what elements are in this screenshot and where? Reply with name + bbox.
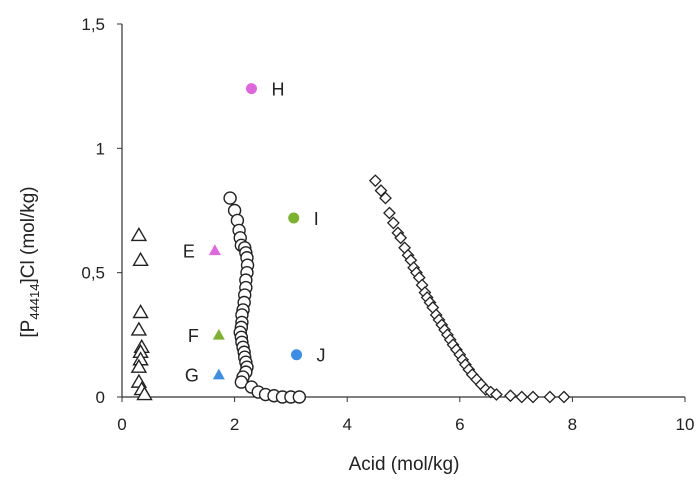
filled-triangle-marker (212, 368, 225, 380)
triangle-marker (132, 251, 149, 266)
point-label: G (185, 366, 199, 386)
diamond-marker (383, 206, 396, 220)
x-tick-label: 4 (342, 415, 351, 434)
x-tick-label: 6 (455, 415, 464, 434)
y-axis-title-main: [P (18, 320, 39, 338)
data-marks (130, 83, 571, 404)
y-tick-label: 0,5 (81, 264, 105, 283)
diamond-marker (515, 390, 529, 404)
x-tick-label: 0 (117, 415, 126, 434)
point-labels: E FG H I J (183, 80, 326, 386)
diamond-marker (374, 184, 388, 198)
diamond-marker (504, 389, 517, 403)
point-label: J (317, 346, 326, 366)
axes: 0 2 4 6 8 10 0 0,5 1 1,5 (81, 15, 694, 434)
x-tick-label: 10 (676, 415, 695, 434)
triangle-marker (130, 358, 148, 373)
filled-circle-marker (245, 83, 257, 95)
triangle-marker (136, 386, 153, 401)
point-label: I (314, 209, 319, 229)
triangle-marker (132, 304, 149, 319)
filled-circle-marker (288, 212, 300, 224)
circle-marker (292, 390, 307, 404)
diamond-marker (489, 388, 503, 401)
y-axis-title: [P44414]Cl (mol/kg) (18, 186, 42, 337)
y-axis-title-tail: ]Cl (mol/kg) (18, 186, 39, 283)
filled-triangle-marker (212, 328, 225, 340)
filled-triangle-marker (208, 244, 221, 256)
point-label: F (188, 326, 199, 346)
diamond-marker (526, 390, 540, 404)
x-tick-label: 8 (568, 415, 577, 434)
diamond-marker (386, 216, 400, 230)
x-tick-label: 2 (230, 415, 239, 434)
circle-marker (223, 191, 237, 205)
diamond-marker (379, 191, 392, 205)
y-tick-label: 1,5 (81, 15, 105, 34)
y-axis-title-sub: 44414 (27, 284, 42, 320)
filled-circle-marker (291, 349, 303, 361)
triangle-marker (130, 226, 148, 242)
point-label: E (183, 241, 195, 261)
diamond-marker (543, 390, 557, 404)
point-label: H (271, 80, 284, 100)
diamond-marker (368, 174, 382, 188)
diamond-marker (557, 390, 571, 404)
y-tick-label: 0 (96, 388, 105, 407)
diamond-marker (394, 231, 408, 245)
x-axis-title: Acid (mol/kg) (349, 454, 460, 475)
triangle-marker (130, 321, 148, 336)
y-tick-label: 1 (96, 139, 105, 158)
